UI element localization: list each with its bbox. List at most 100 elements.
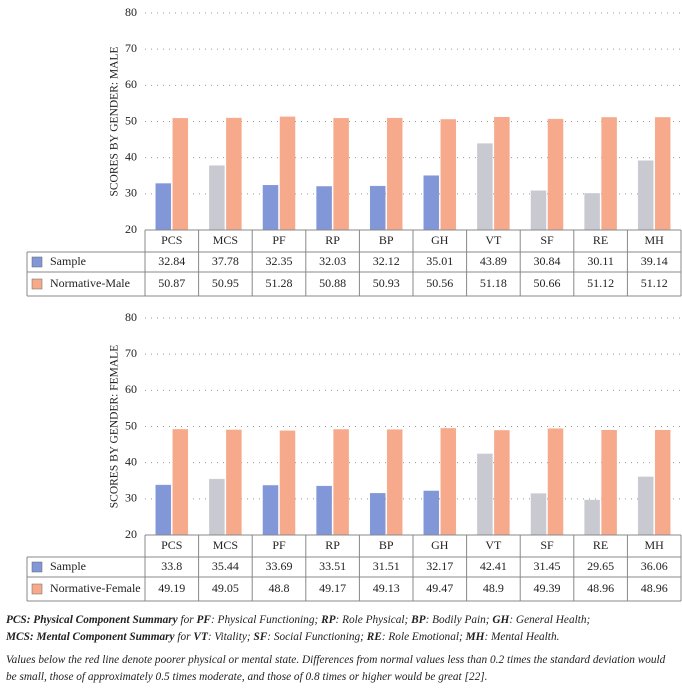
legend-label: Sample (50, 254, 86, 268)
y-tick-label: 40 (125, 149, 137, 163)
bar (547, 118, 564, 231)
y-axis-label: SCORES BY GENDER: FEMALE (109, 345, 121, 508)
bar (226, 429, 242, 536)
bar (369, 185, 386, 231)
note-text: : Mental Health. (484, 631, 560, 643)
bar (209, 478, 225, 536)
table-cell: 42.41 (480, 559, 507, 573)
x-tick-label: BP (379, 233, 394, 247)
table-cell: 37.78 (212, 254, 239, 268)
y-tick-label: 70 (125, 346, 137, 360)
table-cell: 30.84 (534, 254, 561, 268)
table-cell: 50.56 (426, 276, 453, 290)
table-cell: 33.69 (266, 559, 293, 573)
note-text: : General Health; (509, 614, 591, 626)
x-tick-label: MCS (213, 538, 238, 552)
table-cell: 50.88 (319, 276, 346, 290)
table-cell: 31.45 (534, 559, 561, 573)
table-cell: 50.87 (158, 276, 185, 290)
bar (172, 429, 189, 536)
table-cell: 48.8 (269, 581, 290, 595)
bar (316, 485, 332, 536)
x-tick-label: RP (325, 538, 340, 552)
note-line: MCS: Mental Component Summary for VT: Vi… (6, 629, 678, 646)
bar (172, 118, 189, 231)
note-text: : Physical Functioning; (210, 614, 322, 626)
x-tick-label: SF (540, 538, 554, 552)
x-tick-label: MH (645, 233, 665, 247)
note-text: RP (321, 614, 336, 626)
y-tick-label: 30 (125, 491, 137, 505)
table-cell: 49.05 (212, 581, 239, 595)
note-text: : Role Emotional; (381, 631, 466, 643)
bar (477, 143, 493, 231)
table-cell: 49.17 (319, 581, 346, 595)
x-tick-label: VT (485, 538, 502, 552)
bar (316, 186, 332, 231)
note-text: BP (411, 614, 426, 626)
table-cell: 35.44 (212, 559, 239, 573)
bar (423, 490, 440, 536)
table-cell: 50.95 (212, 276, 239, 290)
bar (333, 118, 349, 231)
x-tick-label: RP (325, 233, 340, 247)
bar (155, 183, 172, 231)
table-cell: 50.66 (534, 276, 561, 290)
table-cell: 32.84 (158, 254, 185, 268)
table-cell: 50.93 (373, 276, 400, 290)
x-tick-label: PF (272, 233, 286, 247)
legend-label: Normative-Male (50, 276, 130, 290)
bar (494, 116, 510, 231)
table-cell: 31.51 (373, 559, 400, 573)
y-tick-label: 50 (125, 113, 137, 127)
x-tick-label: PCS (161, 233, 182, 247)
bar (226, 117, 242, 231)
note-text: for (177, 614, 197, 626)
note-text: for (174, 631, 194, 643)
x-tick-label: RE (593, 233, 608, 247)
note-text: PCS: Physical Component Summary (6, 614, 178, 626)
table-cell: 49.39 (534, 581, 561, 595)
table-cell: 32.17 (426, 559, 453, 573)
bar (333, 429, 349, 536)
bar (440, 428, 457, 536)
note-text: MH (465, 631, 485, 643)
x-tick-label: GH (431, 538, 449, 552)
bar (637, 160, 654, 231)
bar (584, 193, 600, 231)
table-cell: 48.96 (587, 581, 614, 595)
bar (279, 430, 296, 536)
table-cell: 32.12 (373, 254, 400, 268)
table-cell: 39.14 (641, 254, 668, 268)
notes: PCS: Physical Component Summary for PF: … (6, 612, 678, 686)
y-tick-label: 40 (125, 454, 137, 468)
bar (547, 428, 564, 536)
table-cell: 29.65 (587, 559, 614, 573)
caption: Values below the red line denote poorer … (6, 654, 666, 683)
bar (423, 175, 440, 231)
y-tick-label: 80 (125, 5, 137, 19)
bar (637, 476, 654, 536)
x-tick-label: MCS (213, 233, 238, 247)
bar (530, 190, 547, 231)
y-tick-label: 20 (125, 527, 137, 541)
bar (386, 429, 403, 536)
table-cell: 51.28 (266, 276, 293, 290)
table-cell: 51.18 (480, 276, 507, 290)
legend-swatch (31, 256, 43, 268)
table-cell: 43.89 (480, 254, 507, 268)
table-cell: 35.01 (426, 254, 453, 268)
bar (601, 117, 617, 231)
x-tick-label: PF (272, 538, 286, 552)
x-tick-label: BP (379, 538, 394, 552)
bar (601, 430, 617, 536)
bar (494, 430, 510, 536)
y-tick-label: 60 (125, 77, 137, 91)
note-text: : Social Functioning; (267, 631, 367, 643)
table-cell: 49.19 (158, 581, 185, 595)
note-text: : Role Physical; (335, 614, 412, 626)
legend-label: Sample (50, 559, 86, 573)
chart: 20 30 40 50 60 70 80 SCORES BY GENDER: MALE PCS 3… (26, 5, 682, 602)
bar (209, 165, 225, 231)
